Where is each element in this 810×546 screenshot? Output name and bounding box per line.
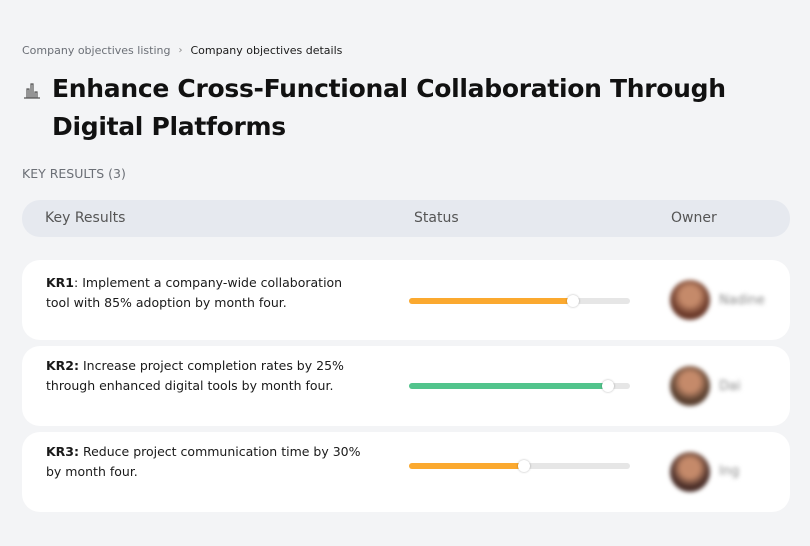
key-result-code: KR1 (46, 275, 75, 290)
progress-fill (409, 383, 608, 389)
progress-thumb (601, 380, 614, 392)
key-result-text: Reduce project communication time by 30%… (46, 444, 361, 479)
owner-name: Nadine (719, 293, 765, 308)
progress-bar (409, 380, 630, 392)
breadcrumb: Company objectives listing › Company obj… (22, 44, 342, 57)
building-chart-icon (24, 83, 40, 99)
table-row[interactable]: KR1: Implement a company-wide collaborat… (22, 260, 790, 340)
progress-fill (409, 298, 573, 304)
key-result-code: KR3: (46, 444, 80, 459)
key-results-count: KEY RESULTS (3) (22, 166, 126, 181)
key-result-description: KR1: Implement a company-wide collaborat… (46, 273, 366, 313)
key-result-text: : Implement a company-wide collaboration… (46, 275, 343, 310)
table-row[interactable]: KR2: Increase project completion rates b… (22, 346, 790, 426)
table-row[interactable]: KR3: Reduce project communication time b… (22, 432, 790, 512)
page-title: Enhance Cross-Functional Collaboration T… (52, 74, 726, 141)
owner-name: Ing (719, 464, 740, 479)
key-result-text: Increase project completion rates by 25%… (46, 358, 344, 393)
header-key-results: Key Results (45, 210, 126, 226)
avatar (670, 366, 710, 406)
key-result-code: KR2: (46, 358, 80, 373)
progress-fill (409, 463, 524, 469)
avatar (670, 452, 710, 492)
owner-name: Dai (719, 379, 741, 394)
breadcrumb-current: Company objectives details (190, 44, 343, 57)
progress-thumb (566, 295, 579, 307)
chevron-right-icon: › (178, 45, 183, 56)
key-result-description: KR3: Reduce project communication time b… (46, 442, 366, 482)
progress-bar (409, 295, 630, 307)
header-owner: Owner (671, 210, 717, 226)
key-result-description: KR2: Increase project completion rates b… (46, 356, 366, 396)
header-status: Status (414, 210, 459, 226)
progress-bar (409, 460, 630, 472)
table-header: Key Results Status Owner (22, 200, 790, 237)
progress-thumb (517, 460, 530, 472)
breadcrumb-link-listing[interactable]: Company objectives listing (22, 44, 171, 57)
avatar (670, 280, 710, 320)
